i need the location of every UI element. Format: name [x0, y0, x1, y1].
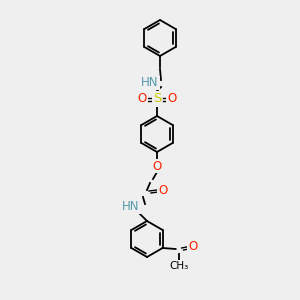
Text: S: S [153, 92, 161, 106]
Text: CH₃: CH₃ [169, 261, 188, 271]
Text: HN: HN [122, 200, 140, 214]
Text: O: O [137, 92, 147, 106]
Text: O: O [158, 184, 168, 197]
Text: O: O [152, 160, 162, 172]
Text: O: O [188, 239, 197, 253]
Text: HN: HN [141, 76, 159, 89]
Text: O: O [167, 92, 177, 106]
